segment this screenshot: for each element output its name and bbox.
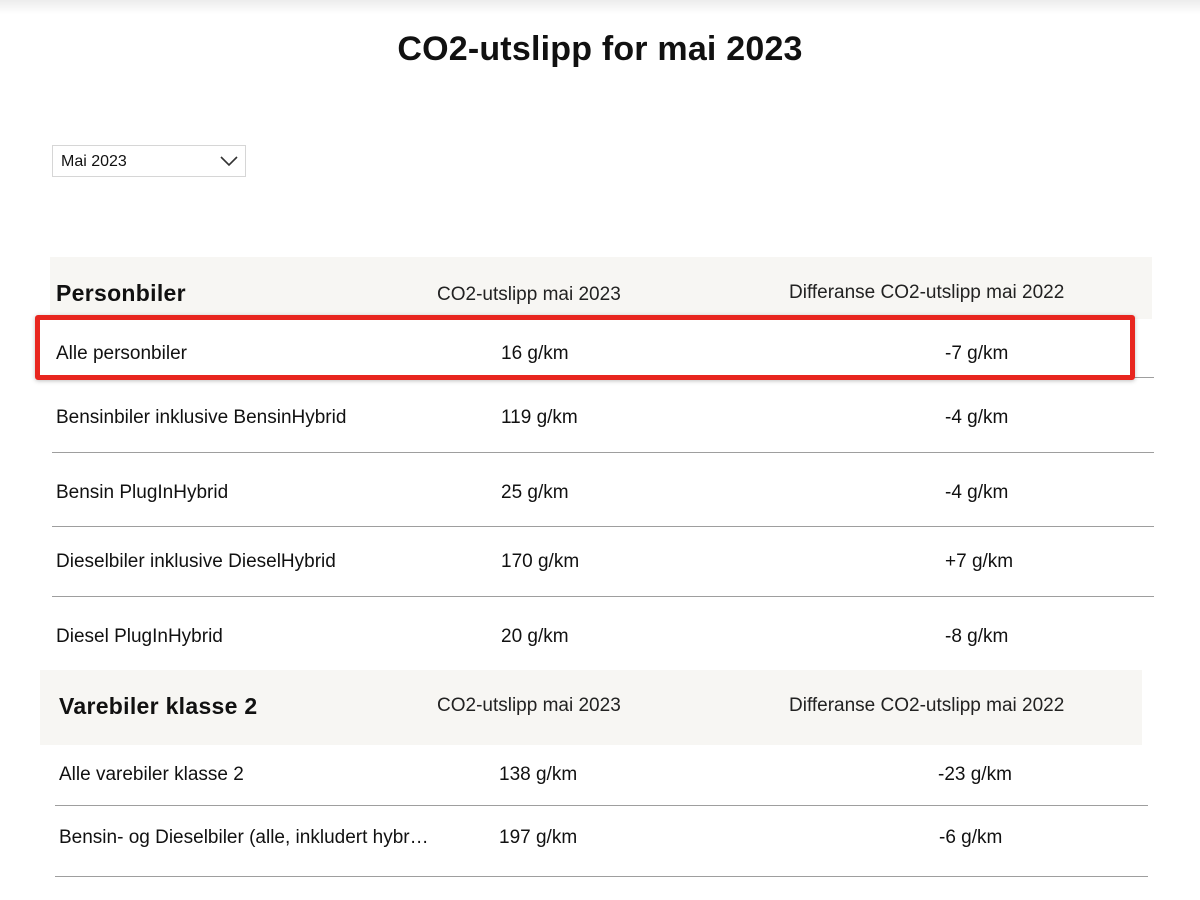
row-name: Alle personbiler (56, 343, 187, 364)
section-title: Personbiler (56, 280, 186, 306)
row-value: 197 g/km (499, 827, 578, 848)
row-divider (52, 452, 1154, 453)
row-divider (55, 805, 1148, 806)
row-value: 138 g/km (499, 764, 578, 785)
row-name: Bensin- og Dieselbiler (alle, inkludert … (59, 827, 429, 848)
row-value: 25 g/km (501, 482, 569, 503)
row-diff: -8 g/km (945, 626, 1009, 647)
section-title: Varebiler klasse 2 (59, 693, 258, 719)
column-header-value: CO2-utslipp mai 2023 (437, 284, 621, 305)
row-divider (52, 526, 1154, 527)
row-name: Bensin PlugInHybrid (56, 482, 229, 503)
section-header-personbiler: Personbiler CO2-utslipp mai 2023 Differa… (50, 257, 1152, 319)
row-value: 170 g/km (501, 551, 580, 572)
column-header-diff: Differanse CO2-utslipp mai 2022 (789, 282, 1065, 303)
section-header-varebiler: Varebiler klasse 2 CO2-utslipp mai 2023 … (40, 670, 1142, 745)
column-header-diff: Differanse CO2-utslipp mai 2022 (789, 695, 1065, 716)
row-name: Dieselbiler inklusive DieselHybrid (56, 551, 336, 572)
month-dropdown[interactable]: Mai 2023 (52, 145, 246, 177)
row-name: Diesel PlugInHybrid (56, 626, 223, 647)
chevron-down-icon (220, 156, 238, 167)
top-shadow (0, 0, 1200, 14)
row-diff: -6 g/km (939, 827, 1003, 848)
row-diff: -23 g/km (938, 764, 1012, 785)
row-value: 20 g/km (501, 626, 569, 647)
row-value: 119 g/km (501, 407, 578, 428)
row-value: 16 g/km (501, 343, 569, 364)
row-divider (52, 596, 1154, 597)
row-name: Bensinbiler inklusive BensinHybrid (56, 407, 347, 428)
row-divider (52, 377, 1154, 378)
row-diff: -4 g/km (945, 407, 1009, 428)
row-diff: +7 g/km (945, 551, 1014, 572)
month-dropdown-value: Mai 2023 (61, 153, 127, 170)
row-diff: -7 g/km (945, 343, 1009, 364)
row-diff: -4 g/km (945, 482, 1009, 503)
row-name: Alle varebiler klasse 2 (59, 764, 244, 785)
row-divider (55, 876, 1148, 877)
page-title: CO2-utslipp for mai 2023 (397, 30, 803, 68)
column-header-value: CO2-utslipp mai 2023 (437, 695, 621, 716)
